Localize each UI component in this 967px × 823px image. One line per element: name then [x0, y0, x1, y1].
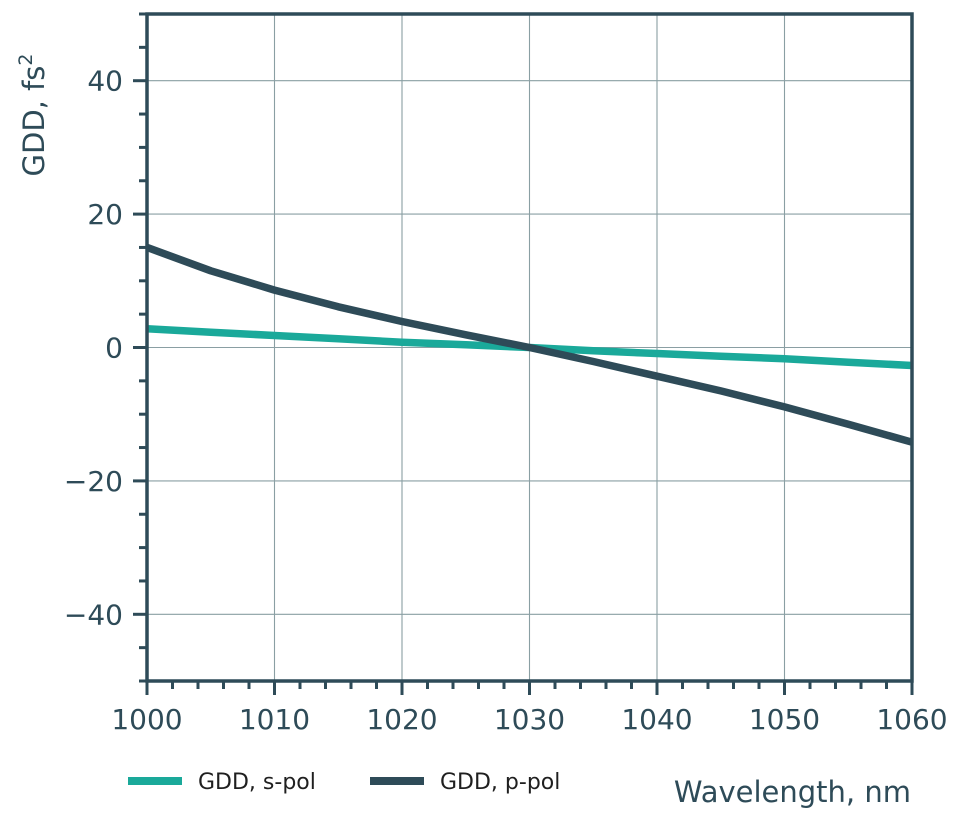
legend-label: GDD, p-pol: [440, 770, 560, 795]
y-tick-label: 20: [87, 198, 123, 231]
x-tick-label: 1030: [494, 703, 565, 736]
tick-labels: 1000 1010 1020 1030 1040 1050 1060 −40 −20 0 20 40: [64, 65, 948, 736]
legend: GDD, s-pol GDD, p-pol: [128, 770, 560, 795]
x-tick-label: 1050: [749, 703, 820, 736]
y-axis-label-text: GDD, fs: [17, 66, 51, 177]
x-tick-label: 1000: [111, 703, 182, 736]
y-tick-label: −20: [64, 465, 123, 498]
x-tick-label: 1010: [239, 703, 310, 736]
y-tick-label: 0: [105, 332, 123, 365]
x-tick-label: 1060: [876, 703, 947, 736]
y-axis-label-superscript: 2: [15, 54, 37, 66]
y-axis-label: GDD, fs2: [15, 54, 51, 177]
x-axis-label: Wavelength, nm: [674, 775, 911, 809]
y-tick-label: 40: [87, 65, 123, 98]
series-line: [145, 243, 914, 446]
legend-label: GDD, s-pol: [198, 770, 316, 795]
axis-ticks: [133, 12, 914, 695]
series-lines: [145, 243, 914, 446]
y-tick-label: −40: [64, 598, 123, 631]
grid-lines: [146, 14, 913, 681]
x-tick-label: 1020: [366, 703, 437, 736]
x-tick-label: 1040: [621, 703, 692, 736]
